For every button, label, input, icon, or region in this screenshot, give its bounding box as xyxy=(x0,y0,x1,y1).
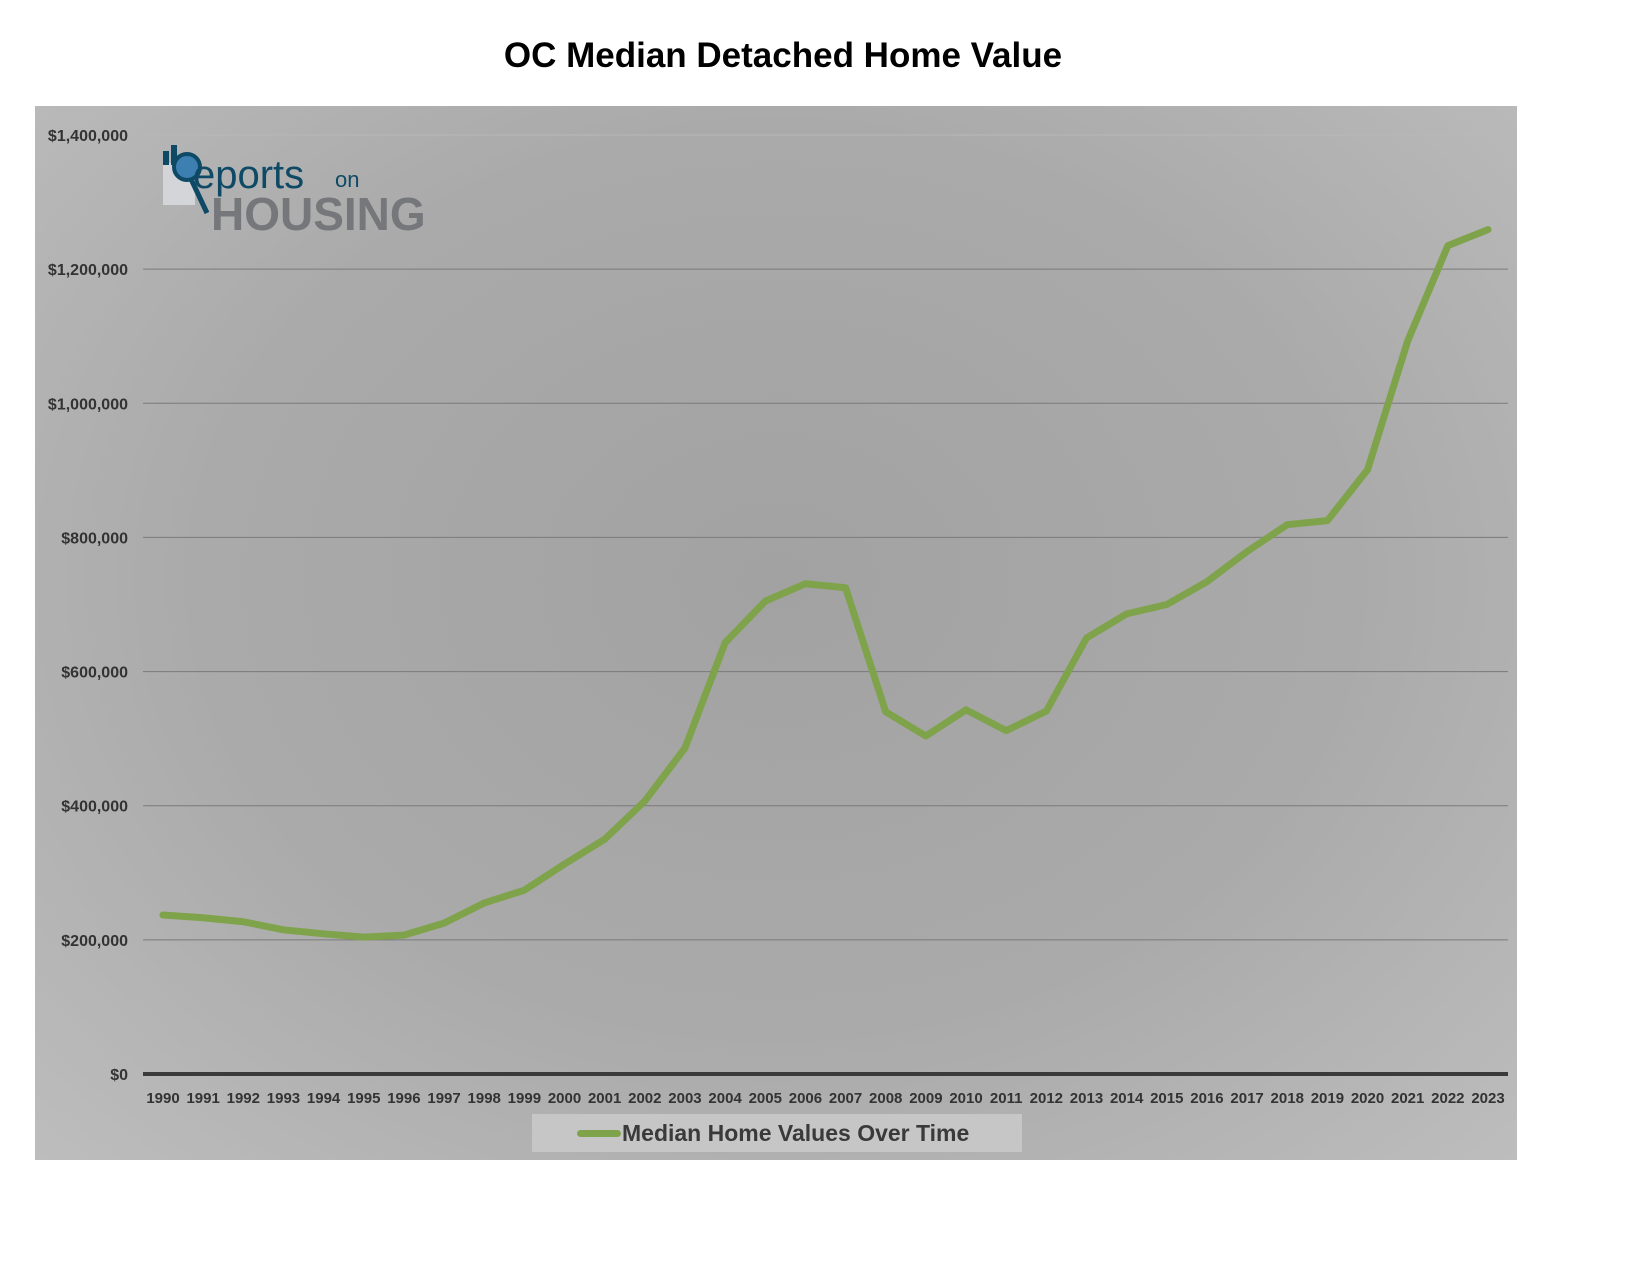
x-tick-label: 2014 xyxy=(1110,1090,1144,1107)
x-tick-label: 2020 xyxy=(1351,1090,1384,1107)
x-tick-label: 2022 xyxy=(1431,1090,1464,1107)
x-tick-label: 1991 xyxy=(186,1090,219,1107)
x-tick-label: 2012 xyxy=(1030,1090,1063,1107)
legend: Median Home Values Over Time xyxy=(532,1114,1022,1152)
x-tick-label: 2005 xyxy=(749,1090,782,1107)
x-tick-label: 2010 xyxy=(949,1090,982,1107)
x-tick-label: 1995 xyxy=(347,1090,380,1107)
x-tick-label: 1999 xyxy=(508,1090,541,1107)
x-tick-label: 2011 xyxy=(990,1090,1023,1107)
x-tick-label: 1993 xyxy=(267,1090,300,1107)
series-line xyxy=(159,226,1492,941)
y-tick-label: $0 xyxy=(110,1067,128,1084)
x-tick-label: 2008 xyxy=(869,1090,902,1107)
x-tick-label: 2001 xyxy=(588,1090,621,1107)
y-tick-label: $1,400,000 xyxy=(48,128,128,145)
x-tick-label: 2015 xyxy=(1150,1090,1183,1107)
chart-title: OC Median Detached Home Value xyxy=(503,36,1063,75)
x-tick-label: 2000 xyxy=(548,1090,581,1107)
y-tick-label: $200,000 xyxy=(61,933,128,950)
x-tick-label: 1994 xyxy=(307,1090,341,1107)
y-tick-label: $1,000,000 xyxy=(48,396,128,413)
svg-text:eports: eports xyxy=(193,153,304,197)
legend-label: Median Home Values Over Time xyxy=(622,1120,970,1146)
x-tick-label: 2004 xyxy=(708,1090,742,1107)
legend-swatch xyxy=(577,1130,621,1137)
x-tick-label: 2013 xyxy=(1070,1090,1103,1107)
y-tick-label: $800,000 xyxy=(61,530,128,547)
reports-on-housing-logo: eports on HOUSING xyxy=(163,143,423,238)
x-tick-label: 1992 xyxy=(227,1090,260,1107)
logo-graphic: eports on HOUSING xyxy=(163,145,423,238)
x-tick-label: 2007 xyxy=(829,1090,862,1107)
svg-text:on: on xyxy=(335,167,359,192)
x-tick-label: 2003 xyxy=(668,1090,701,1107)
x-tick-label: 2002 xyxy=(628,1090,661,1107)
x-tick-label: 2016 xyxy=(1190,1090,1223,1107)
plot-area xyxy=(35,106,1517,1160)
x-tick-label: 2023 xyxy=(1471,1090,1504,1107)
x-tick-label: 1996 xyxy=(387,1090,420,1107)
x-tick-label: 2017 xyxy=(1230,1090,1263,1107)
x-tick-label: 2019 xyxy=(1311,1090,1344,1107)
y-tick-label: $1,200,000 xyxy=(48,262,128,279)
x-tick-label: 1990 xyxy=(146,1090,179,1107)
svg-text:HOUSING: HOUSING xyxy=(211,188,423,238)
x-tick-label: 1997 xyxy=(427,1090,460,1107)
x-tick-label: 2021 xyxy=(1391,1090,1424,1107)
x-tick-label: 2006 xyxy=(789,1090,822,1107)
y-tick-label: $400,000 xyxy=(61,799,128,816)
x-tick-label: 2018 xyxy=(1271,1090,1304,1107)
x-tick-label: 2009 xyxy=(909,1090,942,1107)
y-tick-label: $600,000 xyxy=(61,665,128,682)
x-tick-label: 1998 xyxy=(468,1090,501,1107)
